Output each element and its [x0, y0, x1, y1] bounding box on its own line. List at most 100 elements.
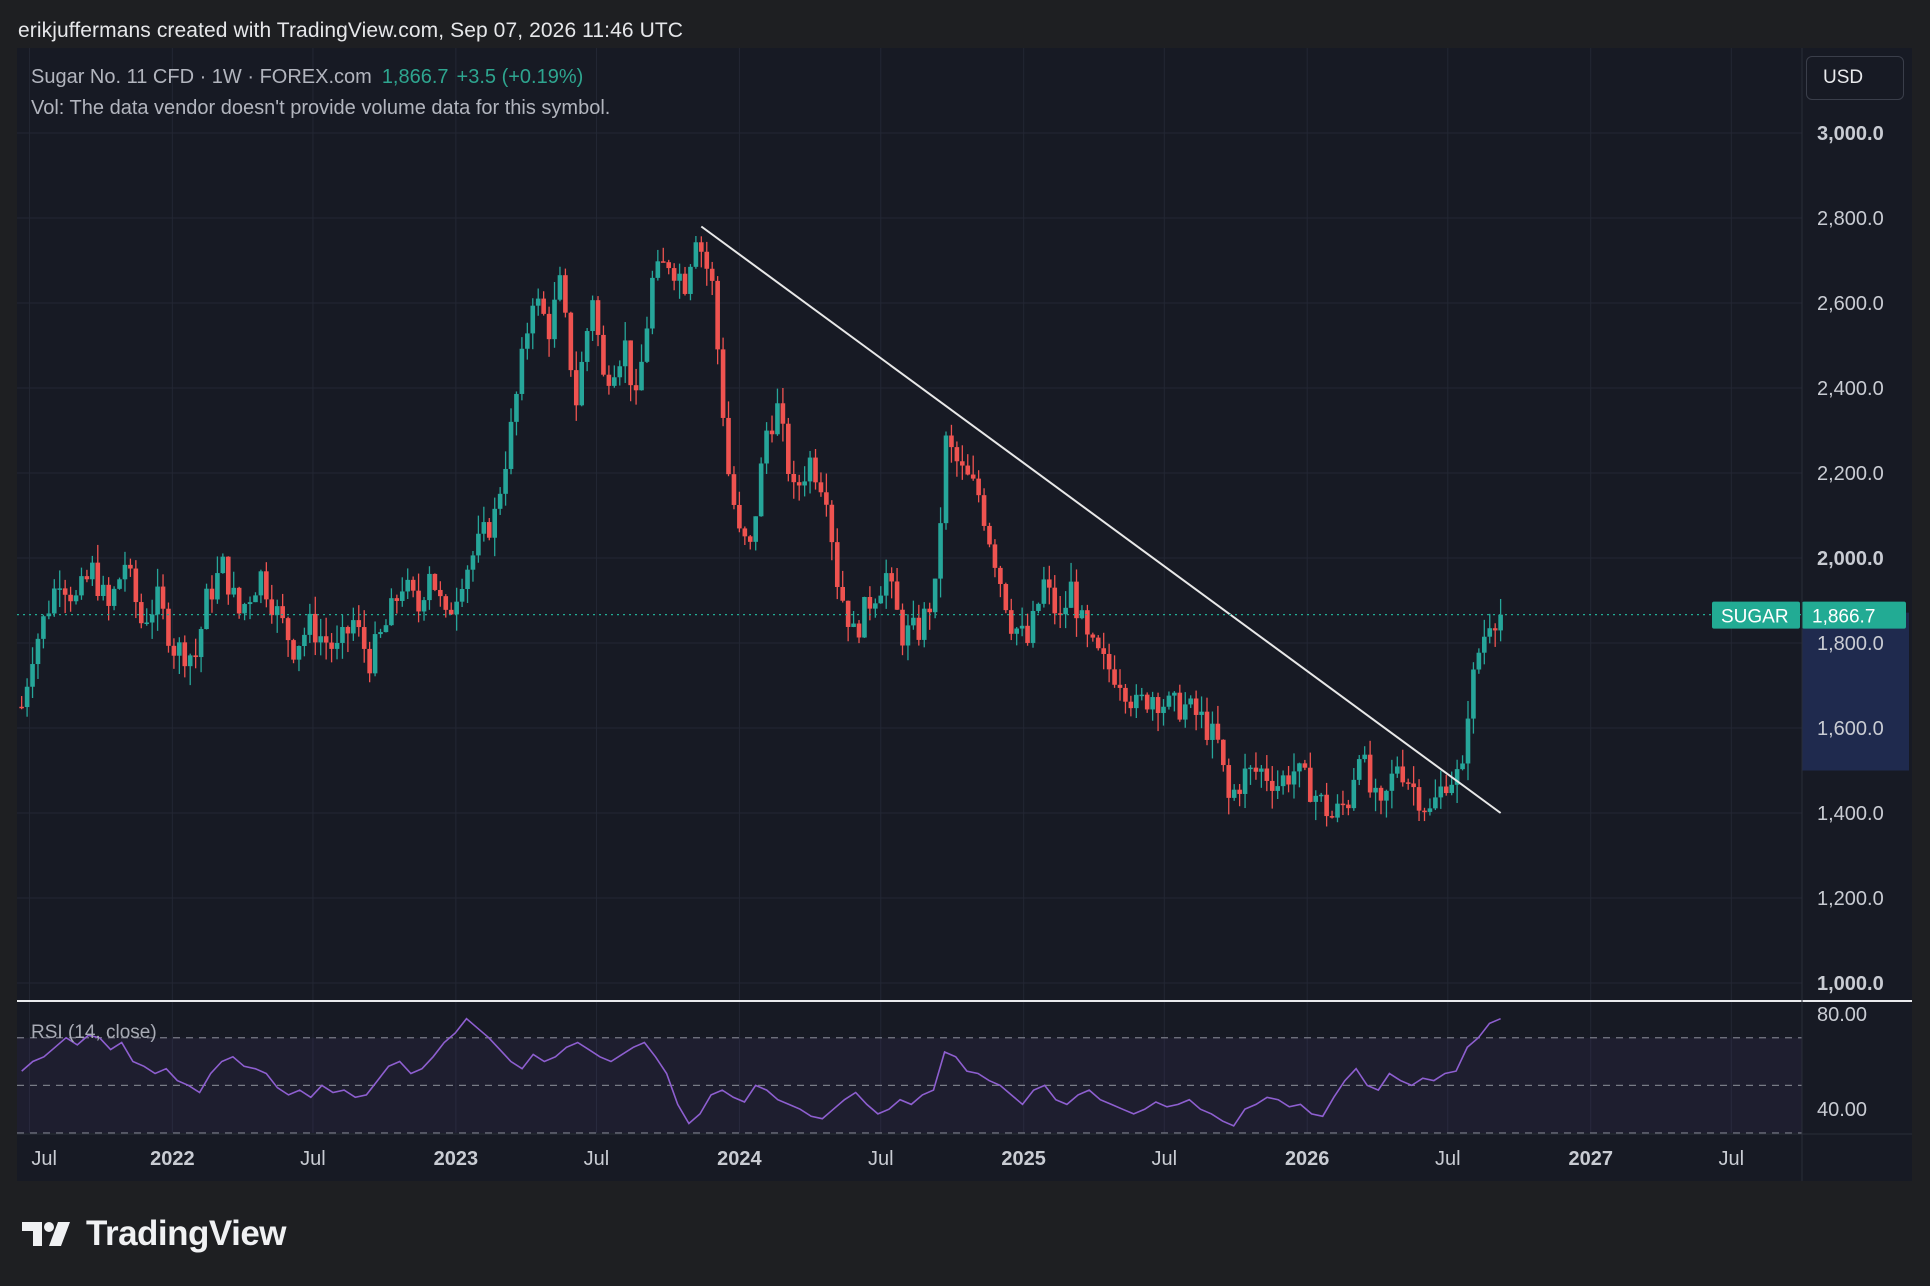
- candle-body: [367, 648, 372, 674]
- candle-body: [264, 571, 269, 600]
- candle-body: [1036, 603, 1041, 611]
- candle-body: [73, 595, 79, 602]
- candle-body: [128, 564, 133, 569]
- candle-body: [454, 601, 459, 615]
- candle-body: [998, 567, 1003, 585]
- candle-body: [1253, 767, 1259, 772]
- candle-body: [709, 268, 715, 281]
- candle-body: [1074, 581, 1079, 619]
- candle-body: [497, 493, 503, 509]
- tradingview-logo[interactable]: TradingView: [20, 1214, 287, 1254]
- candle-body: [650, 277, 655, 329]
- candle-body: [775, 403, 780, 435]
- candle-body: [1498, 614, 1503, 631]
- candle-body: [24, 686, 30, 708]
- candle-body: [1324, 794, 1329, 817]
- candle-body: [726, 417, 731, 475]
- candle-body: [1079, 610, 1085, 619]
- candle-body: [1068, 581, 1074, 608]
- candle-body: [182, 642, 188, 667]
- candle-body: [563, 275, 568, 313]
- candle-body: [166, 608, 171, 646]
- rsi-axis-label: 40.00: [1817, 1099, 1867, 1121]
- rsi-axis-label: 80.00: [1817, 1004, 1867, 1026]
- x-axis-label: 2025: [1001, 1148, 1046, 1170]
- candle-body: [829, 504, 835, 543]
- candle-body: [1085, 610, 1090, 635]
- candle-body: [932, 578, 938, 613]
- price-chart[interactable]: 1,000.0 1,200.0 1,400.0 1,600.0 1,800.0 2,000…: [17, 48, 1912, 1181]
- candle-body: [198, 629, 204, 658]
- candle-body: [1433, 797, 1438, 809]
- candle-body: [758, 463, 764, 517]
- price-tag: [1802, 601, 1906, 629]
- rsi-band: [17, 1037, 1802, 1133]
- candle-body: [361, 627, 367, 649]
- candle-body: [204, 588, 209, 630]
- candle-body: [106, 584, 111, 606]
- candle-body: [432, 573, 438, 590]
- candle-body: [970, 474, 976, 479]
- candle-body: [916, 617, 922, 640]
- rsi-indicator-label[interactable]: RSI (14, close): [31, 1022, 157, 1043]
- candle-body: [30, 664, 35, 687]
- candle-body: [617, 366, 623, 378]
- candle-body: [1329, 816, 1335, 818]
- candle-body: [1112, 669, 1117, 685]
- currency-button[interactable]: USD: [1806, 56, 1904, 100]
- candle-body: [443, 596, 449, 610]
- candle-body: [111, 588, 117, 606]
- candle-body: [731, 474, 737, 505]
- candle-body: [1128, 701, 1134, 709]
- candle-body: [476, 533, 481, 556]
- candle-body: [1052, 587, 1058, 614]
- candle-body: [693, 242, 699, 267]
- candle-body: [1389, 773, 1395, 791]
- candle-body: [41, 616, 46, 639]
- x-axis-label: Jul: [1151, 1148, 1177, 1170]
- candle-body: [976, 478, 981, 496]
- candle-body: [1476, 652, 1482, 670]
- candle-body: [911, 617, 916, 626]
- candle-body: [95, 562, 101, 597]
- y-axis-label: 1,600.0: [1817, 718, 1884, 740]
- candle-body: [138, 602, 144, 624]
- candle-body: [960, 461, 965, 466]
- candle-body: [171, 645, 177, 656]
- candle-body: [1215, 723, 1221, 740]
- symbol-tag-label: SUGAR: [1721, 607, 1789, 628]
- candle-body: [856, 623, 862, 638]
- candle-body: [921, 608, 927, 640]
- candle-body: [410, 579, 416, 591]
- candle-body: [383, 625, 389, 633]
- x-axis-label: 2023: [434, 1148, 479, 1170]
- y-axis-label: 2,400.0: [1817, 378, 1884, 400]
- candle-body: [1275, 786, 1280, 791]
- chart-area[interactable]: 1,000.0 1,200.0 1,400.0 1,600.0 1,800.0 2,000…: [17, 48, 1912, 1181]
- candle-body: [220, 556, 226, 574]
- candle-body: [340, 627, 345, 643]
- candle-body: [160, 586, 166, 609]
- y-axis-label: 2,800.0: [1817, 208, 1884, 230]
- candle-body: [1047, 579, 1052, 588]
- candle-body: [671, 268, 677, 281]
- candle-body: [1008, 610, 1014, 634]
- candle-body: [1384, 790, 1389, 801]
- candle-body: [796, 482, 802, 486]
- candle-body: [807, 457, 813, 482]
- candle-body: [1025, 625, 1030, 643]
- candle-body: [1351, 779, 1357, 809]
- candle-body: [1443, 786, 1449, 794]
- candle-body: [35, 638, 41, 665]
- x-axis-label: Jul: [1719, 1148, 1745, 1170]
- candle-body: [1166, 695, 1172, 707]
- candle-body: [51, 588, 57, 614]
- candle-body: [1340, 803, 1346, 806]
- price-change: +3.5 (+0.19%): [456, 66, 584, 88]
- candle-body: [291, 640, 296, 660]
- candle-body: [1123, 687, 1128, 702]
- candle-body: [1454, 769, 1460, 785]
- candle-body: [905, 625, 911, 646]
- y-axis-label: 1,800.0: [1817, 633, 1884, 655]
- candle-body: [323, 636, 329, 643]
